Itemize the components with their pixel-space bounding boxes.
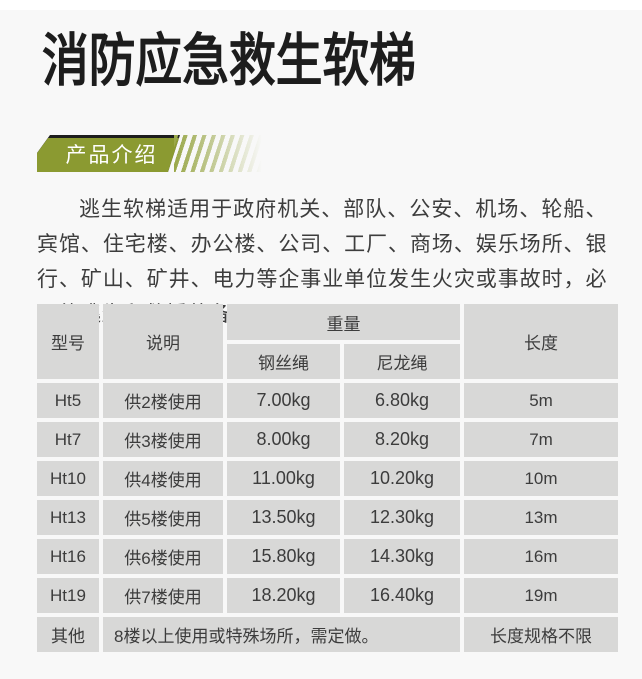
header-length: 长度	[464, 304, 618, 379]
spec-table-body: Ht5 供2楼使用 7.00kg 6.80kg 5m Ht7 供3楼使用 8.00kg 8.20…	[37, 383, 618, 652]
cell-steel-weight: 13.50kg	[227, 500, 340, 535]
product-spec-table: 型号 说明 重量 长度 钢丝绳 尼龙绳 Ht5 供2楼使用 7.00kg 6.80kg…	[33, 300, 622, 656]
cell-desc: 供3楼使用	[103, 422, 223, 457]
header-nylon-rope: 尼龙绳	[344, 344, 460, 379]
cell-length: 5m	[464, 383, 618, 418]
cell-steel-weight: 7.00kg	[227, 383, 340, 418]
spec-table-header: 型号 说明 重量 长度 钢丝绳 尼龙绳	[37, 304, 618, 379]
header-weight: 重量	[227, 304, 460, 340]
table-row: 其他 8楼以上使用或特殊场所，需定做。 长度规格不限	[37, 617, 618, 652]
cell-desc: 8楼以上使用或特殊场所，需定做。	[103, 617, 460, 652]
cell-desc: 供4楼使用	[103, 461, 223, 496]
cell-length: 16m	[464, 539, 618, 574]
header-model: 型号	[37, 304, 99, 379]
cell-model: Ht5	[37, 383, 99, 418]
page-title: 消防应急救生软梯	[42, 29, 416, 93]
table-row: Ht7 供3楼使用 8.00kg 8.20kg 7m	[37, 422, 618, 457]
cell-nylon-weight: 16.40kg	[344, 578, 460, 613]
cell-steel-weight: 8.00kg	[227, 422, 340, 457]
cell-model: Ht19	[37, 578, 99, 613]
cell-length: 13m	[464, 500, 618, 535]
cell-nylon-weight: 12.30kg	[344, 500, 460, 535]
cell-length: 19m	[464, 578, 618, 613]
top-white-strip	[0, 0, 642, 10]
cell-desc: 供2楼使用	[103, 383, 223, 418]
badge-fill: 产品介绍	[37, 138, 180, 172]
header-desc: 说明	[103, 304, 223, 379]
badge-diagonal-stripes-decoration	[174, 135, 262, 172]
table-row: Ht13 供5楼使用 13.50kg 12.30kg 13m	[37, 500, 618, 535]
cell-model: Ht10	[37, 461, 99, 496]
badge-background: 产品介绍	[37, 135, 180, 172]
section-badge-label: 产品介绍	[65, 143, 158, 167]
cell-model: 其他	[37, 617, 99, 652]
cell-length: 10m	[464, 461, 618, 496]
cell-model: Ht7	[37, 422, 99, 457]
section-header-badge: 产品介绍	[37, 135, 262, 172]
cell-nylon-weight: 14.30kg	[344, 539, 460, 574]
table-row: Ht5 供2楼使用 7.00kg 6.80kg 5m	[37, 383, 618, 418]
cell-nylon-weight: 10.20kg	[344, 461, 460, 496]
cell-steel-weight: 18.20kg	[227, 578, 340, 613]
cell-model: Ht16	[37, 539, 99, 574]
table-row: Ht16 供6楼使用 15.80kg 14.30kg 16m	[37, 539, 618, 574]
cell-desc: 供5楼使用	[103, 500, 223, 535]
header-steel-rope: 钢丝绳	[227, 344, 340, 379]
cell-nylon-weight: 6.80kg	[344, 383, 460, 418]
cell-length: 长度规格不限	[464, 617, 618, 652]
cell-desc: 供6楼使用	[103, 539, 223, 574]
cell-steel-weight: 15.80kg	[227, 539, 340, 574]
cell-length: 7m	[464, 422, 618, 457]
cell-desc: 供7楼使用	[103, 578, 223, 613]
cell-model: Ht13	[37, 500, 99, 535]
cell-steel-weight: 11.00kg	[227, 461, 340, 496]
cell-nylon-weight: 8.20kg	[344, 422, 460, 457]
table-row: Ht19 供7楼使用 18.20kg 16.40kg 19m	[37, 578, 618, 613]
table-row: Ht10 供4楼使用 11.00kg 10.20kg 10m	[37, 461, 618, 496]
